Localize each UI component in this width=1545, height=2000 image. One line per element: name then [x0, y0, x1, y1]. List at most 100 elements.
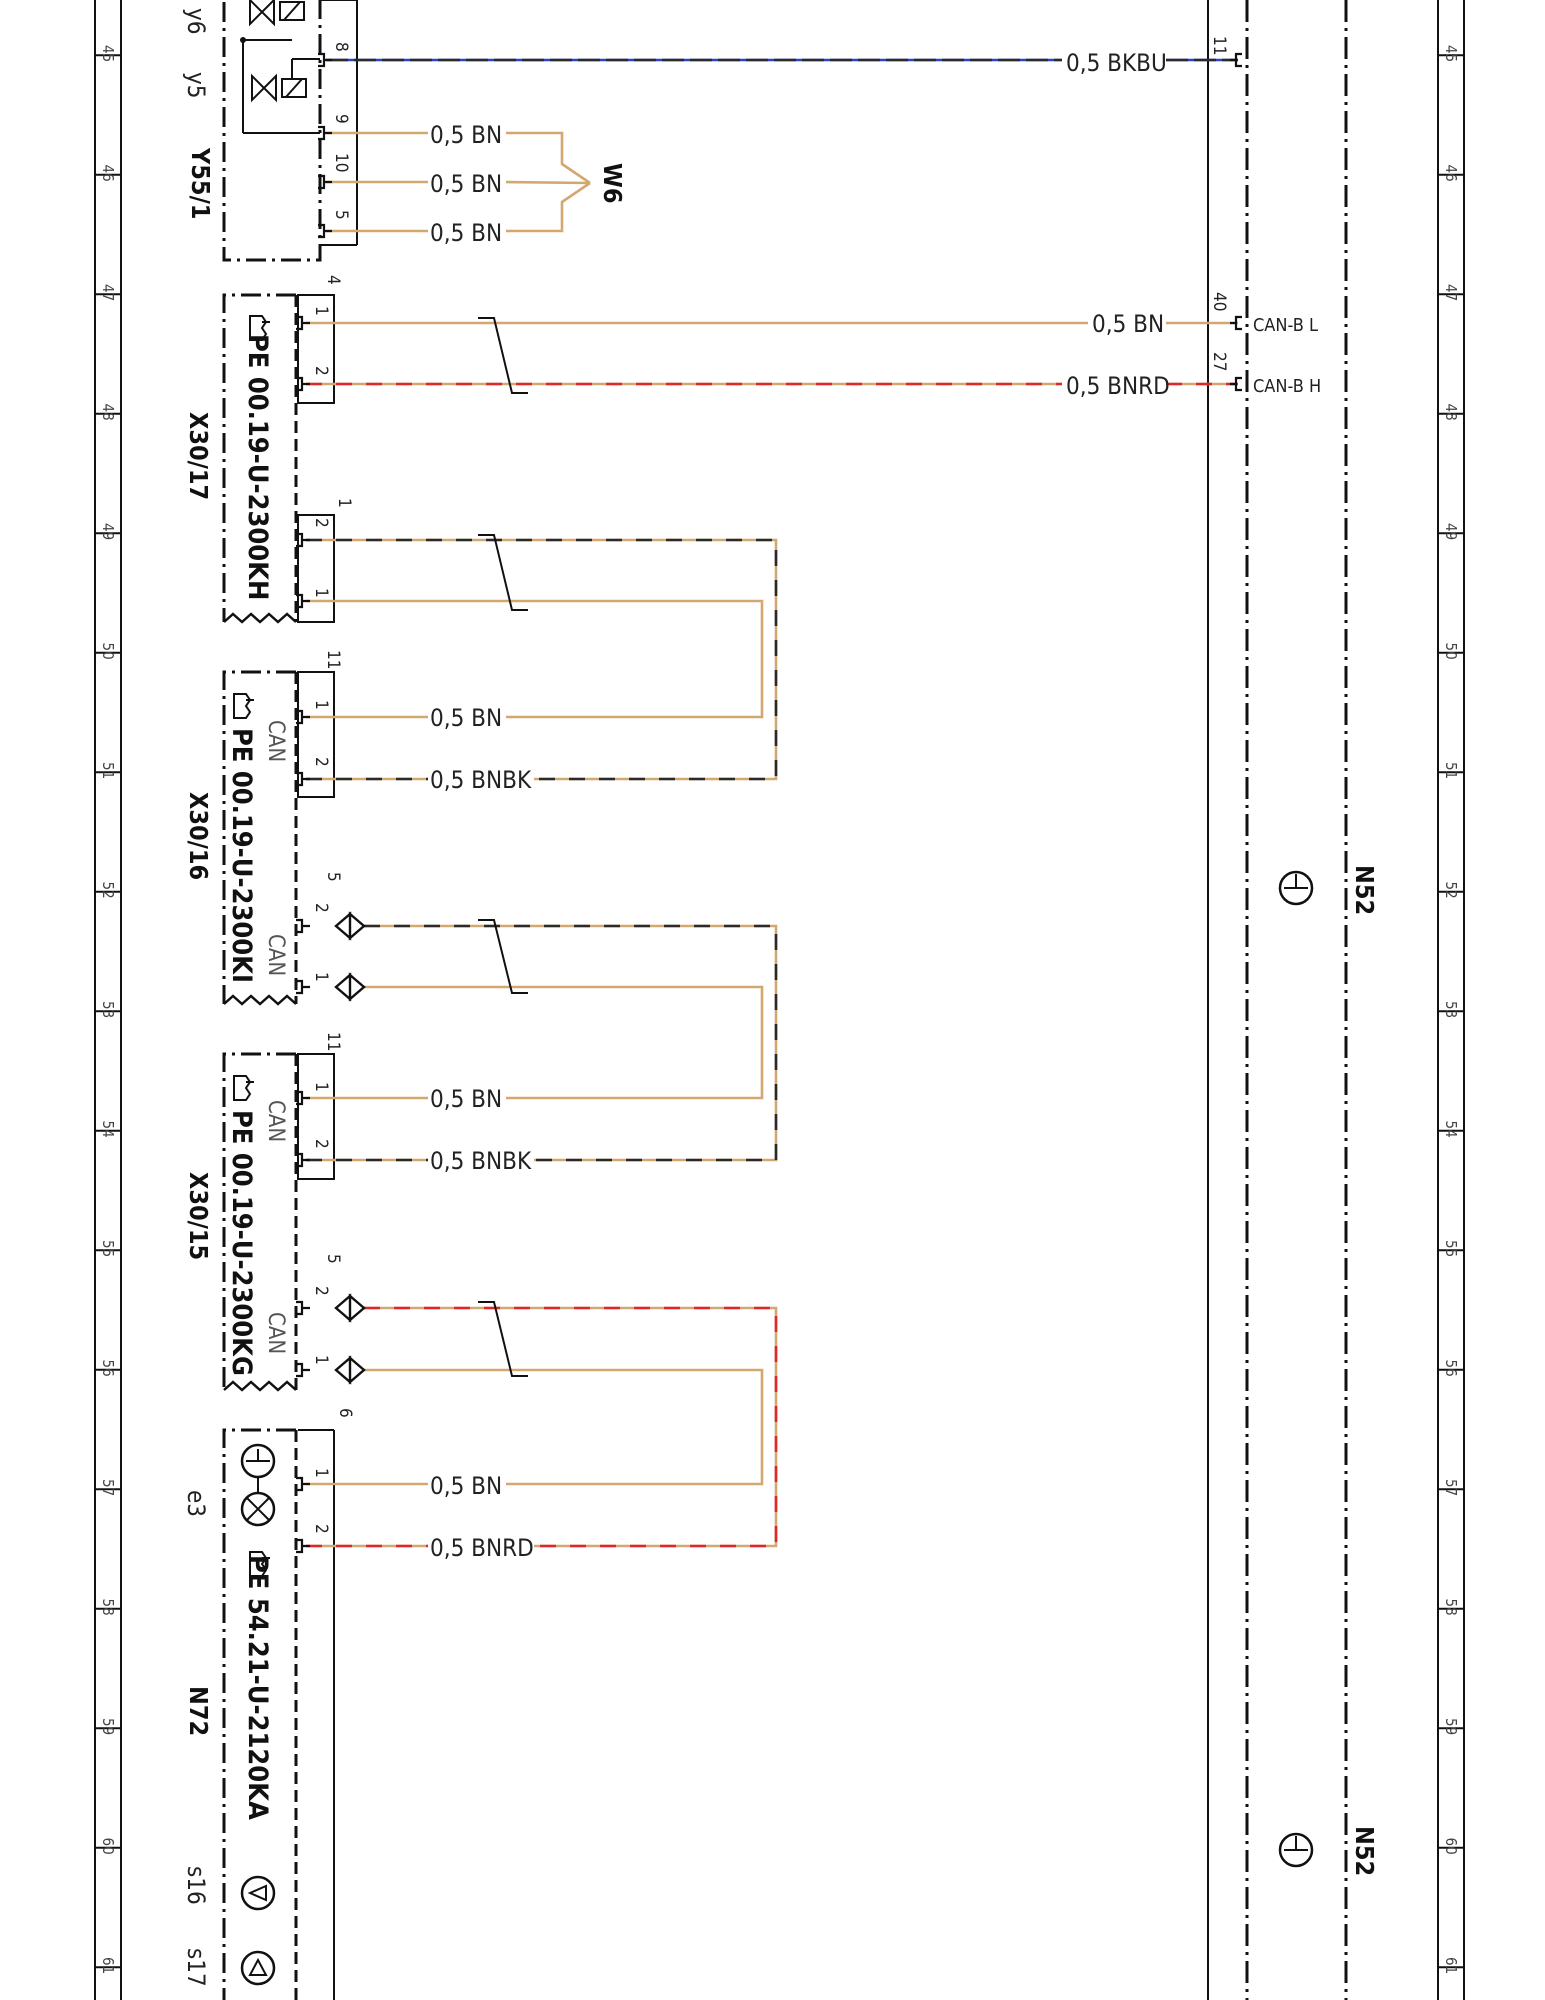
- x30-15-pin-2b: 2: [311, 1286, 331, 1296]
- row-label-right: 51: [1442, 762, 1460, 779]
- terminal-x30-16: [296, 771, 310, 787]
- x30-16-pin-2: 2: [311, 757, 331, 767]
- y55-pin-9: 9: [331, 114, 351, 124]
- n72-pin-2: 2: [311, 1524, 331, 1534]
- row-label-right: 55: [1442, 1240, 1460, 1257]
- row-label-left: 55: [99, 1240, 117, 1257]
- x30-17-pin-2b: 2: [311, 518, 331, 528]
- wire-label-x30-16-2: 0,5 BNBK: [430, 766, 532, 794]
- can-b-high-label: CAN-B H: [1253, 376, 1321, 397]
- x30-16-pin-2b: 2: [311, 903, 331, 913]
- y55-pin-10: 10: [331, 153, 351, 172]
- y55-pin-8: 8: [331, 42, 351, 52]
- row-label-left: 58: [99, 1599, 117, 1616]
- wire-can-h-15-n72: [364, 1306, 778, 1548]
- x30-15-group-top: 11: [323, 1032, 343, 1051]
- wire-label-x30-16-1: 0,5 BN: [430, 704, 502, 732]
- n72-name: N72: [184, 1686, 213, 1736]
- terminal-n72: [296, 1538, 310, 1554]
- x30-17-group-top: 4: [323, 275, 343, 285]
- row-label-right: 60: [1442, 1838, 1460, 1855]
- row-label-left: 53: [99, 1001, 117, 1018]
- x30-17-pin-2: 2: [311, 366, 331, 376]
- terminal-x30-17: [296, 532, 310, 548]
- valve-label-y5: y5: [182, 72, 210, 99]
- wire-can-l-16-15: [364, 985, 764, 1100]
- row-label-right: 58: [1442, 1599, 1460, 1616]
- x30-16-pe-code: PE 00.19-U-2300KI: [226, 728, 257, 983]
- pin-terminals: [296, 52, 1242, 1554]
- row-label-left: 45: [99, 45, 117, 62]
- twist-marks: [478, 317, 528, 1377]
- wire-label-n72-2: 0,5 BNRD: [430, 1534, 534, 1562]
- x30-15-pe-code: PE 00.19-U-2300KG: [226, 1110, 257, 1376]
- terminal-y55: [318, 174, 332, 190]
- n72-sub-s16: s16: [182, 1866, 210, 1905]
- row-label-left: 47: [99, 284, 117, 301]
- wire-label-y55-5: 0,5 BN: [430, 219, 502, 247]
- lamp-e3-icon: [240, 1443, 276, 1527]
- pin-labels: 8 9 10 5 1 2 2 1 1 2 2 1 1 2 2 1 1 2 11 …: [311, 36, 1229, 1534]
- pe-hand-icon: [233, 1075, 252, 1101]
- terminal-n72: [296, 1476, 310, 1492]
- row-label-left: 54: [99, 1121, 117, 1138]
- wire-label-x30-17-2: 0,5 BNRD: [1066, 372, 1170, 400]
- n52-frame: [1207, 0, 1348, 2000]
- terminal-x30-17: [296, 376, 310, 392]
- valve-y5-icon: [243, 58, 320, 134]
- x30-15-connector: CAN CAN PE 00.19-U-2300KG X30/15 11 5: [184, 1032, 343, 1392]
- can-b-low-label: CAN-B L: [1253, 315, 1318, 336]
- wire-label-x30-15-1: 0,5 BN: [430, 1085, 502, 1113]
- row-label-right: 54: [1442, 1121, 1460, 1138]
- x30-16-can-label: CAN: [263, 720, 288, 762]
- n52-pin-27: 27: [1209, 352, 1229, 371]
- terminal-x30-15: [296, 1362, 310, 1378]
- pe-hand-icon: [233, 693, 252, 719]
- x30-15-pin-2: 2: [311, 1139, 331, 1149]
- partial-label-y6: y6: [182, 8, 210, 35]
- x30-17-name: X30/17: [184, 412, 213, 500]
- x30-17-pin-1b: 1: [311, 588, 331, 598]
- wire-label-y55-9: 0,5 BN: [430, 121, 502, 149]
- valve-y6-icon: [240, 0, 305, 133]
- terminal-y55: [318, 52, 332, 68]
- wire-can-h-16-15-stripe: [364, 924, 778, 1162]
- x30-16-can-label-2: CAN: [263, 934, 288, 976]
- x30-15-can-label: CAN: [263, 1100, 288, 1142]
- terminal-y55: [318, 125, 332, 141]
- n72-sub-e3: e3: [182, 1490, 210, 1517]
- row-label-right: 49: [1442, 523, 1460, 540]
- x30-17-pin-1: 1: [311, 306, 331, 316]
- row-label-right: 46: [1442, 165, 1460, 182]
- x30-15-can-label-2: CAN: [263, 1312, 288, 1354]
- n72-group-top: 6: [335, 1408, 355, 1418]
- row-label-right: 57: [1442, 1479, 1460, 1496]
- x30-16-name: X30/16: [184, 792, 213, 880]
- row-label-right: 45: [1442, 45, 1460, 62]
- pe-hand-icon: [249, 1551, 268, 1577]
- terminal-n52: [1230, 52, 1242, 68]
- wires: [306, 58, 1238, 1548]
- x30-17-pe-code: PE 00.19-U-2300KH: [242, 334, 273, 600]
- row-label-right: 47: [1442, 284, 1460, 301]
- x30-15-name: X30/15: [184, 1172, 213, 1260]
- row-label-right: 59: [1442, 1718, 1460, 1735]
- row-label-left: 59: [99, 1718, 117, 1735]
- x30-16-connector: CAN CAN PE 00.19-U-2300KI X30/16 11 5: [184, 650, 343, 1006]
- terminal-x30-16: [296, 979, 310, 995]
- row-label-left: 49: [99, 523, 117, 540]
- wire-can-h-17-16-stripe: [306, 538, 778, 781]
- x30-15-group-bottom: 5: [323, 1254, 343, 1264]
- terminal-x30-15: [296, 1300, 310, 1316]
- n52-lamp-icon: [1278, 870, 1314, 906]
- terminal-x30-16: [296, 709, 310, 725]
- wire-label-x30-17-1: 0,5 BN: [1092, 310, 1164, 338]
- terminal-x30-16: [296, 918, 310, 934]
- row-label-left: 48: [99, 404, 117, 421]
- wire-can-l-17-16: [306, 599, 764, 719]
- wire-can-h-16-15: [364, 924, 778, 1162]
- switch-s17-icon: [240, 1950, 276, 1986]
- pe-hand-icons: [233, 315, 270, 1577]
- x30-16-group-bottom: 5: [323, 872, 343, 882]
